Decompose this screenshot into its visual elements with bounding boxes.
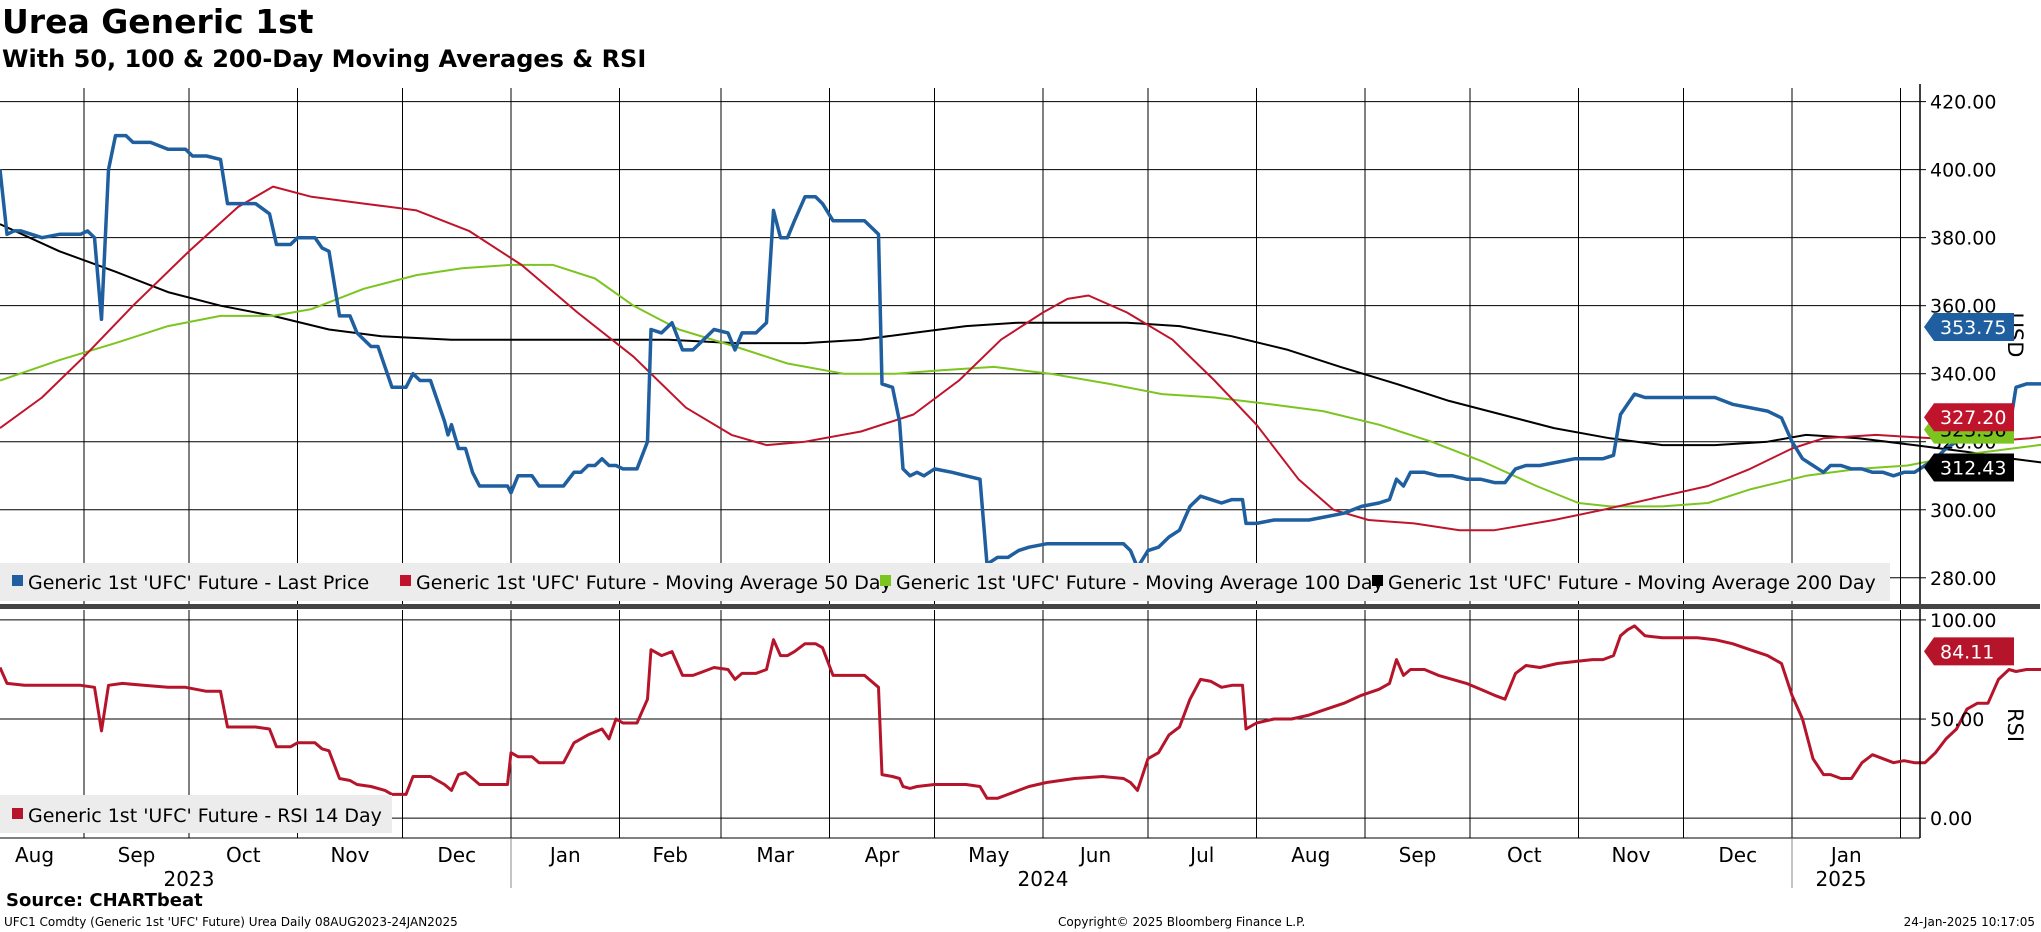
price-legend-box xyxy=(0,563,1890,601)
footer-left: UFC1 Comdty (Generic 1st 'UFC' Future) U… xyxy=(4,915,458,929)
last-value-tag-ma50 xyxy=(1924,403,2014,432)
rsi-series-lines xyxy=(0,624,2041,800)
x-month-label: Dec xyxy=(1718,843,1757,867)
x-year-label: 2024 xyxy=(1018,867,1069,891)
axis-labels: 280.00300.00320.00340.00360.00380.00400.… xyxy=(15,92,2027,891)
footer-timestamp: 24-Jan-2025 10:17:05 xyxy=(1903,915,2035,929)
legend-swatch-ma50 xyxy=(400,575,411,586)
y-tick-label-price: 400.00 xyxy=(1930,160,1996,182)
x-month-label: Jan xyxy=(548,843,581,867)
last-value-label: 327.20 xyxy=(1940,407,2006,429)
last-value-tag-ma200 xyxy=(1924,453,2014,482)
source-note: Source: CHARTbeat xyxy=(6,890,203,911)
x-year-label: 2023 xyxy=(164,867,215,891)
series-line-rsi xyxy=(0,624,2041,800)
y-tick-label-rsi: 100.00 xyxy=(1930,610,1996,632)
legend-swatch-rsi xyxy=(12,808,23,819)
x-month-label: Nov xyxy=(330,843,369,867)
x-year-label: 2025 xyxy=(1816,867,1867,891)
legends: Generic 1st 'UFC' Future - Last Price Gen… xyxy=(0,563,1890,833)
series-line-ma50 xyxy=(0,185,2041,532)
x-month-label: Dec xyxy=(437,843,476,867)
last-value-label: 312.43 xyxy=(1940,457,2006,479)
x-month-label: Jan xyxy=(1829,843,1862,867)
x-month-label: Oct xyxy=(226,843,261,867)
x-month-label: Feb xyxy=(653,843,688,867)
chart-subtitle: With 50, 100 & 200-Day Moving Averages &… xyxy=(2,45,647,73)
legend-label: Generic 1st 'UFC' Future - Moving Averag… xyxy=(416,572,892,594)
grid-lines xyxy=(0,88,1920,838)
legend-label: Generic 1st 'UFC' Future - RSI 14 Day xyxy=(28,805,382,827)
panel-divider xyxy=(0,604,2040,609)
rsi-legend-box xyxy=(0,795,392,833)
footer-copyright: Copyright© 2025 Bloomberg Finance L.P. xyxy=(1058,915,1306,929)
x-month-label: Aug xyxy=(15,843,54,867)
x-month-label: Jun xyxy=(1078,843,1111,867)
legend-swatch-last_price xyxy=(12,575,23,586)
last-value-label: 84.11 xyxy=(1940,641,1994,663)
last-value-label: 353.75 xyxy=(1940,317,2006,339)
y-axis-title-rsi: RSI xyxy=(2003,708,2027,742)
x-month-label: Mar xyxy=(756,843,795,867)
legend-swatch-ma100 xyxy=(880,575,891,586)
y-tick-label-price: 380.00 xyxy=(1930,228,1996,250)
chart-title: Urea Generic 1st xyxy=(2,2,314,41)
legend-label: Generic 1st 'UFC' Future - Last Price xyxy=(28,572,369,594)
y-tick-label-rsi: 50.00 xyxy=(1930,709,1984,731)
y-tick-label-rsi: 0.00 xyxy=(1930,808,1972,830)
x-month-label: May xyxy=(968,843,1010,867)
x-month-label: Jul xyxy=(1188,843,1214,867)
x-month-label: Nov xyxy=(1611,843,1650,867)
last-value-tag-last_price xyxy=(1924,312,2014,341)
x-month-label: Sep xyxy=(118,843,156,867)
price-series-lines xyxy=(0,133,2041,570)
y-tick-label-price: 280.00 xyxy=(1930,568,1996,590)
y-tick-label-price: 420.00 xyxy=(1930,92,1996,114)
y-tick-label-price: 300.00 xyxy=(1930,500,1996,522)
series-line-ma200 xyxy=(0,223,2041,464)
legend-label: Generic 1st 'UFC' Future - Moving Averag… xyxy=(1388,572,1876,594)
series-line-last_price xyxy=(0,133,2041,570)
series-line-ma100 xyxy=(0,263,2041,508)
legend-swatch-ma200 xyxy=(1372,575,1383,586)
x-month-label: Apr xyxy=(865,843,900,867)
x-month-label: Sep xyxy=(1399,843,1437,867)
y-tick-label-price: 340.00 xyxy=(1930,364,1996,386)
last-value-tag-rsi xyxy=(1924,637,2014,666)
legend-label: Generic 1st 'UFC' Future - Moving Averag… xyxy=(896,572,1384,594)
x-month-label: Oct xyxy=(1507,843,1542,867)
x-month-label: Aug xyxy=(1291,843,1330,867)
panel-frames xyxy=(0,84,2040,839)
y-tick-label-price: 360.00 xyxy=(1930,296,1996,318)
